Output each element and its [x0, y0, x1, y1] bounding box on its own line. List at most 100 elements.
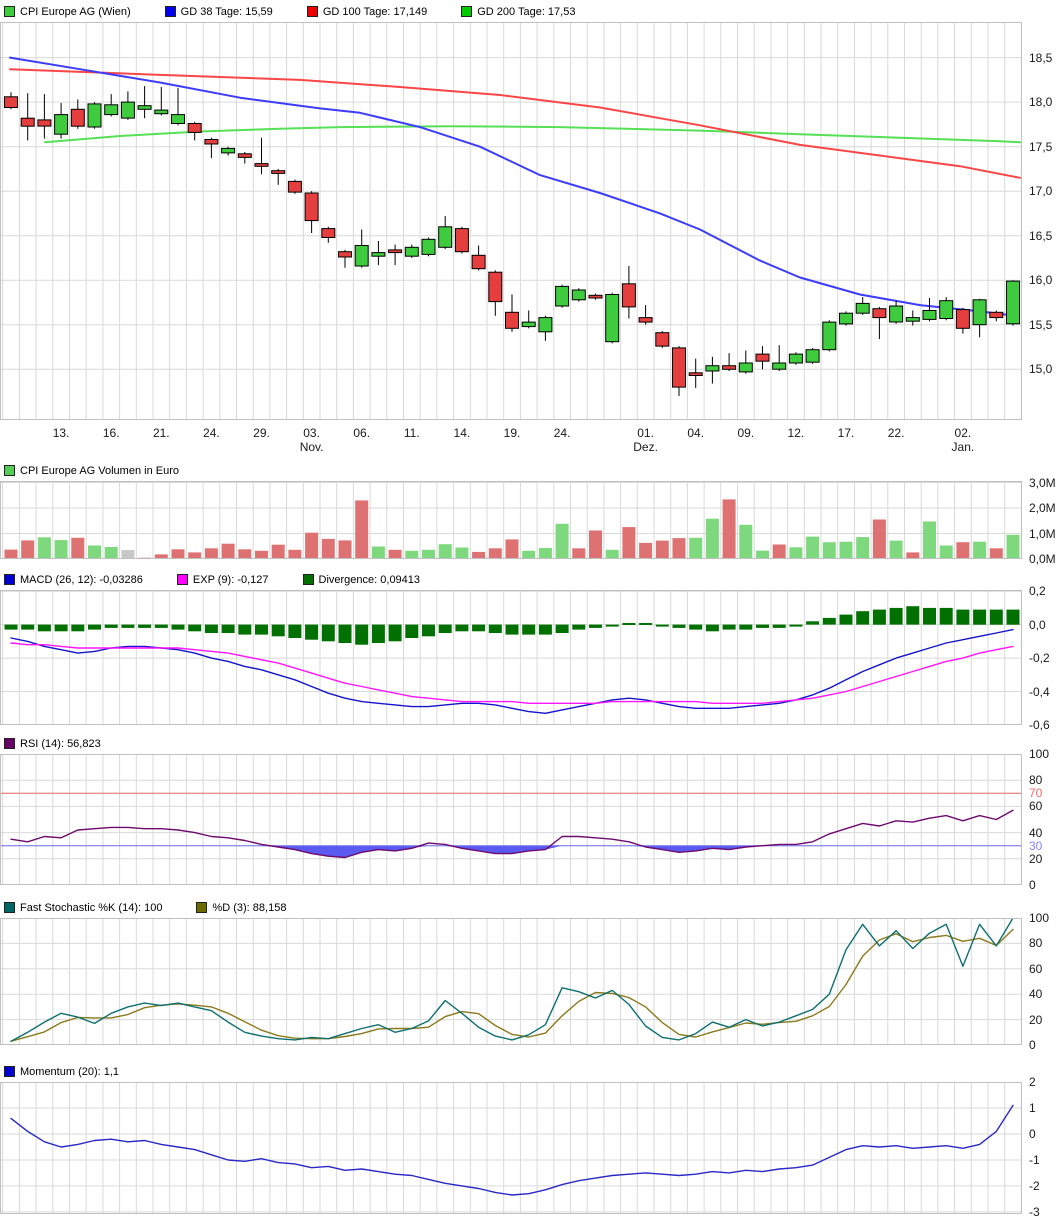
x-tick-label: 04.	[687, 426, 705, 440]
y-tick-label: 2,0M	[1029, 501, 1056, 516]
y-tick-label: 16,0	[1029, 273, 1053, 288]
stoch-d-label: %D (3): 88,158	[212, 901, 287, 914]
y-tick-label: 40	[1029, 987, 1043, 1002]
price-y-axis: 18,5 18,0 17,5 17,0 16,5 16,0 15,5 15,0	[1022, 22, 1064, 420]
x-tick-label: 13.	[52, 426, 70, 440]
gd200-label: GD 200 Tage: 17,53	[477, 5, 576, 18]
y-tick-label: 17,5	[1029, 139, 1053, 154]
macd-label: MACD (26, 12): -0,03286	[20, 573, 143, 586]
y-tick-label: -3	[1029, 1204, 1040, 1219]
y-tick-label: 0,0	[1029, 617, 1046, 632]
legend-item-gd100: GD 100 Tage: 17,149	[306, 5, 428, 18]
date-x-axis: 13. 16. 21. 24. 29. 03. Nov. 06. 11. 14. 19. 24. 01.…	[0, 420, 1064, 456]
volume-label: CPI Europe AG Volumen in Euro	[20, 464, 179, 477]
volume-legend: CPI Europe AG Volumen in Euro	[0, 460, 1064, 481]
x-tick-label: 12.	[787, 426, 805, 440]
volume-bar-plot	[0, 481, 1022, 559]
legend-item-gd38: GD 38 Tage: 15,59	[164, 6, 273, 18]
momentum-label: Momentum (20): 1,1	[20, 1065, 120, 1078]
y-tick-label: 0	[1029, 1126, 1036, 1141]
y-tick-label: 15,0	[1029, 362, 1053, 377]
y-tick-label: 60	[1029, 961, 1043, 976]
divergence-label: Divergence: 0,09413	[318, 573, 421, 586]
rsi-plot	[0, 754, 1022, 885]
legend-item-stoch-k: Fast Stochastic %K (14): 100	[4, 902, 162, 914]
y-tick-label: 1	[1029, 1100, 1036, 1115]
legend-item-rsi: RSI (14): 56,823	[4, 738, 101, 750]
x-tick-label: 17.	[837, 426, 855, 440]
y-tick-label: -0,4	[1029, 684, 1050, 699]
momentum-legend: Momentum (20): 1,1	[0, 1061, 1064, 1082]
x-tick-label: 24.	[553, 426, 571, 440]
x-tick-label: 02. Jan.	[951, 426, 975, 454]
y-tick-label: 70	[1029, 786, 1043, 801]
legend-item-gd200: GD 200 Tage: 17,53	[461, 6, 575, 18]
legend-item-exp: EXP (9): -0,127	[176, 573, 269, 586]
y-tick-label: 0	[1029, 878, 1036, 892]
y-tick-label: 0,0M	[1029, 552, 1056, 566]
stochastic-legend: Fast Stochastic %K (14): 100 %D (3): 88,…	[0, 897, 1064, 918]
x-tick-label: 22.	[887, 426, 905, 440]
x-tick-label: 11.	[403, 426, 420, 440]
gd38-swatch	[164, 6, 176, 17]
stoch-k-label: Fast Stochastic %K (14): 100	[20, 901, 163, 914]
momentum-plot	[0, 1082, 1022, 1214]
rsi-y-axis: 100 80 70 60 40 30 20 0	[1022, 747, 1064, 892]
macd-legend: MACD (26, 12): -0,03286 EXP (9): -0,127 …	[0, 569, 1064, 590]
y-tick-label: -0,2	[1029, 651, 1050, 666]
y-tick-label: 0	[1029, 1038, 1036, 1052]
price-candlestick-plot	[0, 22, 1022, 420]
exp-swatch	[176, 574, 188, 585]
y-tick-label: 40	[1029, 825, 1043, 840]
y-tick-label: 80	[1029, 773, 1043, 788]
price-series-swatch	[4, 6, 15, 17]
volume-swatch	[4, 465, 15, 476]
x-tick-label: 29.	[253, 426, 270, 440]
y-tick-label: 60	[1029, 799, 1043, 814]
macd-swatch	[4, 574, 15, 585]
x-tick-label: 21.	[152, 426, 170, 440]
y-tick-label: -1	[1029, 1152, 1040, 1167]
exp-label: EXP (9): -0,127	[192, 573, 269, 586]
gd100-swatch	[306, 6, 318, 17]
y-tick-label: 3,0M	[1029, 475, 1056, 490]
stochastic-y-axis: 100 80 60 40 20 0	[1022, 911, 1064, 1052]
rsi-swatch	[4, 738, 15, 749]
volume-y-axis: 3,0M 2,0M 1,0M 0,0M	[1022, 476, 1064, 566]
y-tick-label: 18,0	[1029, 95, 1053, 110]
rsi-label: RSI (14): 56,823	[20, 737, 101, 750]
x-tick-label: 14.	[453, 426, 471, 440]
momentum-swatch	[4, 1066, 15, 1077]
legend-item-volume: CPI Europe AG Volumen in Euro	[4, 465, 179, 477]
y-tick-label: 2	[1029, 1075, 1036, 1089]
y-tick-label: 18,5	[1029, 50, 1053, 65]
legend-item-price: CPI Europe AG (Wien)	[4, 6, 131, 18]
x-tick-label: 06.	[353, 426, 371, 440]
x-tick-label: 09.	[737, 426, 755, 440]
price-series-label: CPI Europe AG (Wien)	[20, 5, 131, 18]
legend-item-stoch-d: %D (3): 88,158	[196, 902, 286, 914]
legend-item-macd: MACD (26, 12): -0,03286	[4, 574, 143, 586]
y-tick-label: 100	[1029, 747, 1050, 761]
y-tick-label: 15,5	[1029, 317, 1053, 332]
y-tick-label: 100	[1029, 911, 1050, 925]
stochastic-plot	[0, 918, 1022, 1045]
stoch-k-swatch	[4, 902, 15, 913]
y-tick-label: -2	[1029, 1178, 1040, 1193]
x-tick-label: 03. Nov.	[299, 426, 324, 454]
x-tick-label: 19.	[503, 426, 521, 440]
y-tick-label: 20	[1029, 1012, 1043, 1027]
y-tick-label: 80	[1029, 936, 1043, 951]
momentum-y-axis: 2 1 0 -1 -2 -3	[1022, 1075, 1064, 1219]
y-tick-label: 17,0	[1029, 184, 1053, 199]
macd-y-axis: 0,2 0,0 -0,2 -0,4 -0,6	[1022, 584, 1064, 732]
x-tick-label: 01. Dez.	[633, 426, 658, 454]
x-tick-label: 24.	[203, 426, 220, 440]
y-tick-label: 30	[1029, 838, 1043, 853]
y-tick-label: 16,5	[1029, 228, 1053, 243]
gd100-label: GD 100 Tage: 17,149	[322, 5, 428, 18]
y-tick-label: -0,6	[1029, 718, 1050, 732]
gd200-swatch	[461, 6, 473, 17]
y-tick-label: 20	[1029, 851, 1043, 866]
